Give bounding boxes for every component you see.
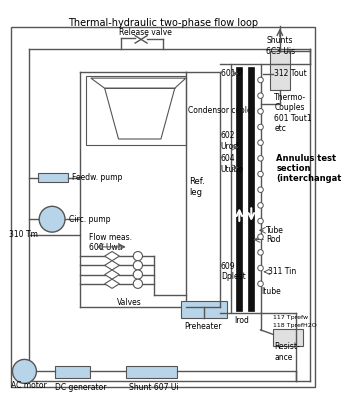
Text: Release valve: Release valve (119, 28, 172, 37)
Circle shape (258, 234, 263, 239)
Circle shape (39, 206, 65, 232)
Text: Feedw. pump: Feedw. pump (72, 173, 123, 182)
Circle shape (258, 77, 263, 83)
Bar (55, 366, 90, 378)
Text: Itube: Itube (261, 287, 281, 296)
Text: 604
Utube: 604 Utube (221, 154, 244, 173)
Circle shape (258, 93, 263, 98)
Circle shape (258, 140, 263, 145)
Text: 312 Tout: 312 Tout (274, 69, 307, 78)
Text: Thermal-hydraulic two-phase flow loop: Thermal-hydraulic two-phase flow loop (68, 18, 258, 28)
Bar (273, 329, 303, 346)
Circle shape (258, 108, 263, 114)
Text: DC generator: DC generator (55, 383, 106, 391)
Circle shape (258, 124, 263, 130)
Circle shape (13, 360, 36, 383)
Circle shape (258, 187, 263, 192)
Text: Flow meas.
600 Uwh: Flow meas. 600 Uwh (89, 233, 132, 252)
Text: Circ. pump: Circ. pump (69, 215, 110, 224)
Bar (126, 366, 177, 378)
Text: Thermo-
Couples
601 Tout1
etc: Thermo- Couples 601 Tout1 etc (274, 93, 312, 133)
Circle shape (133, 252, 142, 261)
Bar (86, 76, 186, 145)
Text: Shunt 607 Ui: Shunt 607 Ui (129, 383, 178, 391)
Circle shape (133, 261, 142, 270)
Text: 609
Dplest: 609 Dplest (221, 262, 246, 281)
Bar (236, 67, 242, 310)
Circle shape (258, 281, 263, 286)
Bar (231, 64, 260, 313)
Circle shape (258, 249, 263, 255)
Text: Tube: Tube (266, 226, 284, 235)
Text: Irod: Irod (235, 316, 250, 325)
Text: Rod: Rod (266, 235, 281, 244)
Text: AC motor: AC motor (10, 381, 46, 390)
Text: 118 TprefH2O: 118 TprefH2O (273, 323, 317, 328)
Bar (247, 67, 254, 310)
Text: Ref.
leg: Ref. leg (189, 177, 205, 197)
Polygon shape (105, 279, 119, 289)
Text: 602
Urod: 602 Urod (221, 131, 239, 150)
Circle shape (258, 155, 263, 161)
Circle shape (133, 279, 142, 289)
Text: 117 Tprefw: 117 Tprefw (273, 315, 309, 320)
Text: Condensor cooler: Condensor cooler (188, 106, 254, 115)
Polygon shape (105, 270, 119, 279)
Text: Shunts
6C3 Uis: Shunts 6C3 Uis (266, 36, 295, 55)
Circle shape (133, 270, 142, 279)
Polygon shape (105, 261, 119, 270)
Bar (38, 173, 68, 182)
Circle shape (258, 265, 263, 271)
Circle shape (258, 218, 263, 224)
Bar (181, 301, 227, 318)
Text: Preheater: Preheater (184, 322, 222, 331)
Text: Resist-
ance: Resist- ance (274, 342, 300, 362)
Text: 601 P: 601 P (221, 69, 242, 78)
Text: 310 Tm: 310 Tm (9, 231, 38, 239)
Text: Valves: Valves (117, 298, 141, 307)
Text: Annulus test
section
(interchangat: Annulus test section (interchangat (276, 154, 342, 184)
Circle shape (258, 202, 263, 208)
Bar (270, 51, 290, 90)
Text: 311 Tin: 311 Tin (268, 267, 296, 276)
Circle shape (258, 171, 263, 177)
Polygon shape (105, 252, 119, 261)
